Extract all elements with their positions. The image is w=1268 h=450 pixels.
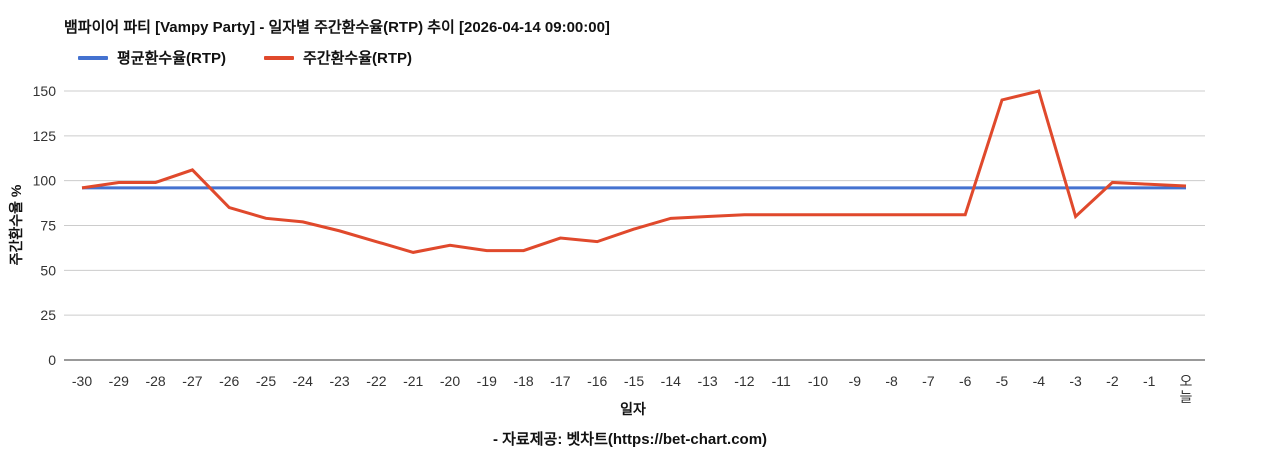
x-tick-label: -9 [849,373,862,389]
chart-title: 뱀파이어 파티 [Vampy Party] - 일자별 주간환수율(RTP) 추… [64,19,610,36]
x-tick-label: -25 [256,373,276,389]
x-tick-label: -3 [1069,373,1082,389]
x-axis-title: 일자 [620,401,646,417]
x-tick-label: -29 [109,373,129,389]
y-tick-label: 25 [40,307,56,323]
weekly-rtp-line [81,89,1187,254]
x-tick-label: -26 [219,373,239,389]
x-tick-label: -4 [1033,373,1046,389]
y-tick-label: 125 [33,128,57,144]
legend-label-weekly: 주간환수율(RTP) [303,50,412,67]
y-axis-title: 주간환수율 % [8,184,24,266]
x-tick-label: -15 [624,373,644,389]
x-tick-label: -5 [996,373,1009,389]
y-tick-label: 0 [48,352,56,368]
x-tick-label: -14 [661,373,681,389]
x-tick-label: -6 [959,373,972,389]
x-tick-label: -20 [440,373,460,389]
x-tick-label: -7 [922,373,935,389]
x-tick-label: -17 [550,373,570,389]
average-line-swatch-icon [78,55,108,60]
x-tick-label: -22 [366,373,386,389]
x-tick-label: -24 [293,373,313,389]
x-tick-label: -1 [1143,373,1156,389]
y-tick-label: 50 [40,262,56,278]
x-tick-label: -21 [403,373,423,389]
chart-legend: 평균환수율(RTP) 주간환수율(RTP) [78,47,412,68]
y-tick-label: 100 [33,173,57,189]
x-tick-label: -19 [477,373,497,389]
x-tick-label: -10 [808,373,828,389]
y-tick-label: 75 [40,218,56,234]
x-tick-label: -8 [885,373,898,389]
footer-credit: - 자료제공: 벳차트(https://bet-chart.com) [492,431,768,448]
x-tick-label: -28 [145,373,165,389]
y-tick-label: 150 [33,83,57,99]
x-tick-label: -13 [697,373,717,389]
x-tick-label: -27 [182,373,202,389]
x-tick-label: -30 [72,373,92,389]
x-tick-label: -11 [772,373,791,389]
legend-label-average: 평균환수율(RTP) [117,50,226,67]
x-tick-label: -16 [587,373,607,389]
x-tick-label: -18 [513,373,533,389]
legend-item-average[interactable]: 평균환수율(RTP) [78,47,226,68]
x-tick-label: -23 [329,373,349,389]
x-tick-label: -12 [734,373,754,389]
x-tick-label: -2 [1106,373,1119,389]
weekly-line-swatch-icon [264,55,294,60]
legend-item-weekly[interactable]: 주간환수율(RTP) [264,47,412,68]
